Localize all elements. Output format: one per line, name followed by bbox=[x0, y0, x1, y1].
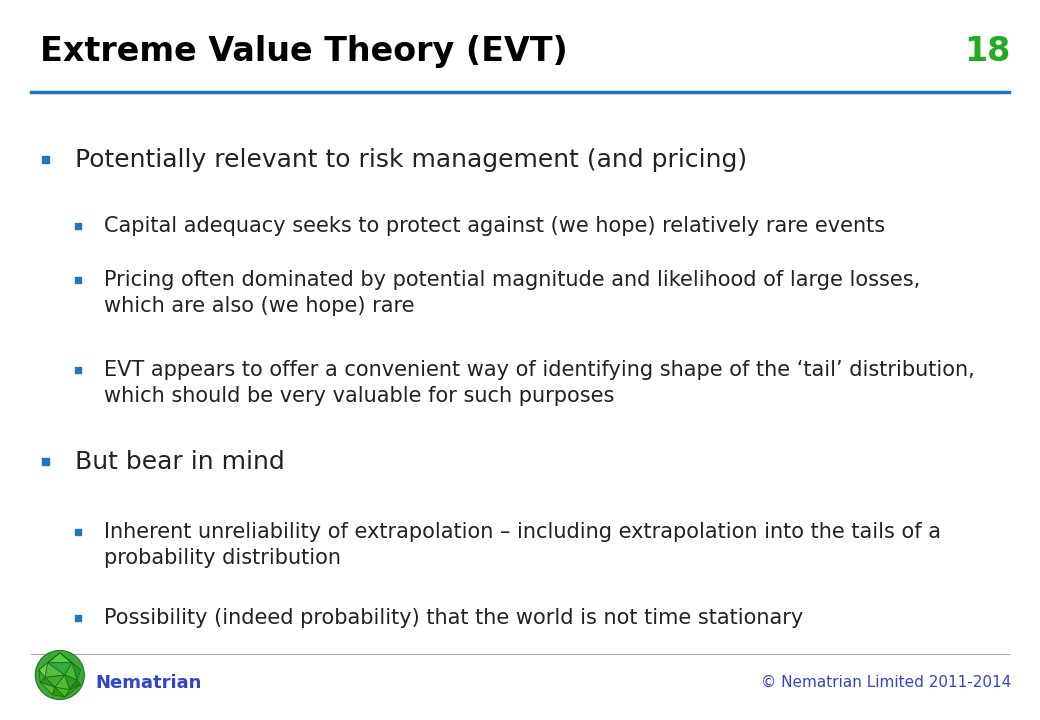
Polygon shape bbox=[48, 653, 72, 662]
Polygon shape bbox=[48, 662, 72, 675]
Text: Inherent unreliability of extrapolation – including extrapolation into the tails: Inherent unreliability of extrapolation … bbox=[104, 522, 941, 567]
Text: 18: 18 bbox=[964, 35, 1011, 68]
Polygon shape bbox=[64, 685, 81, 697]
Polygon shape bbox=[38, 662, 48, 678]
Polygon shape bbox=[70, 680, 81, 690]
Polygon shape bbox=[55, 675, 70, 690]
Text: Extreme Value Theory (EVT): Extreme Value Theory (EVT) bbox=[40, 35, 567, 68]
Polygon shape bbox=[64, 675, 77, 690]
Bar bbox=[42, 459, 49, 466]
Polygon shape bbox=[41, 678, 55, 688]
Text: Potentially relevant to risk management (and pricing): Potentially relevant to risk management … bbox=[75, 148, 747, 171]
Circle shape bbox=[35, 650, 84, 700]
Polygon shape bbox=[38, 653, 60, 670]
Bar bbox=[75, 529, 81, 534]
Bar bbox=[42, 156, 49, 163]
Polygon shape bbox=[55, 688, 70, 697]
Text: Possibility (indeed probability) that the world is not time stationary: Possibility (indeed probability) that th… bbox=[104, 608, 803, 629]
Polygon shape bbox=[38, 670, 45, 683]
Polygon shape bbox=[60, 653, 81, 670]
Polygon shape bbox=[41, 683, 55, 695]
Polygon shape bbox=[45, 675, 64, 688]
Bar bbox=[75, 277, 81, 282]
Text: © Nematrian Limited 2011-2014: © Nematrian Limited 2011-2014 bbox=[760, 675, 1011, 690]
Text: EVT appears to offer a convenient way of identifying shape of the ‘tail’ distrib: EVT appears to offer a convenient way of… bbox=[104, 360, 974, 405]
Bar bbox=[75, 367, 81, 372]
Polygon shape bbox=[72, 662, 81, 680]
Polygon shape bbox=[52, 688, 64, 697]
Polygon shape bbox=[45, 662, 64, 678]
Text: But bear in mind: But bear in mind bbox=[75, 450, 285, 474]
Bar bbox=[75, 616, 81, 621]
Text: Capital adequacy seeks to protect against (we hope) relatively rare events: Capital adequacy seeks to protect agains… bbox=[104, 216, 885, 236]
Text: Pricing often dominated by potential magnitude and likelihood of large losses,
w: Pricing often dominated by potential mag… bbox=[104, 270, 920, 315]
Polygon shape bbox=[64, 662, 77, 680]
Text: Nematrian: Nematrian bbox=[96, 674, 202, 691]
Bar bbox=[75, 223, 81, 228]
